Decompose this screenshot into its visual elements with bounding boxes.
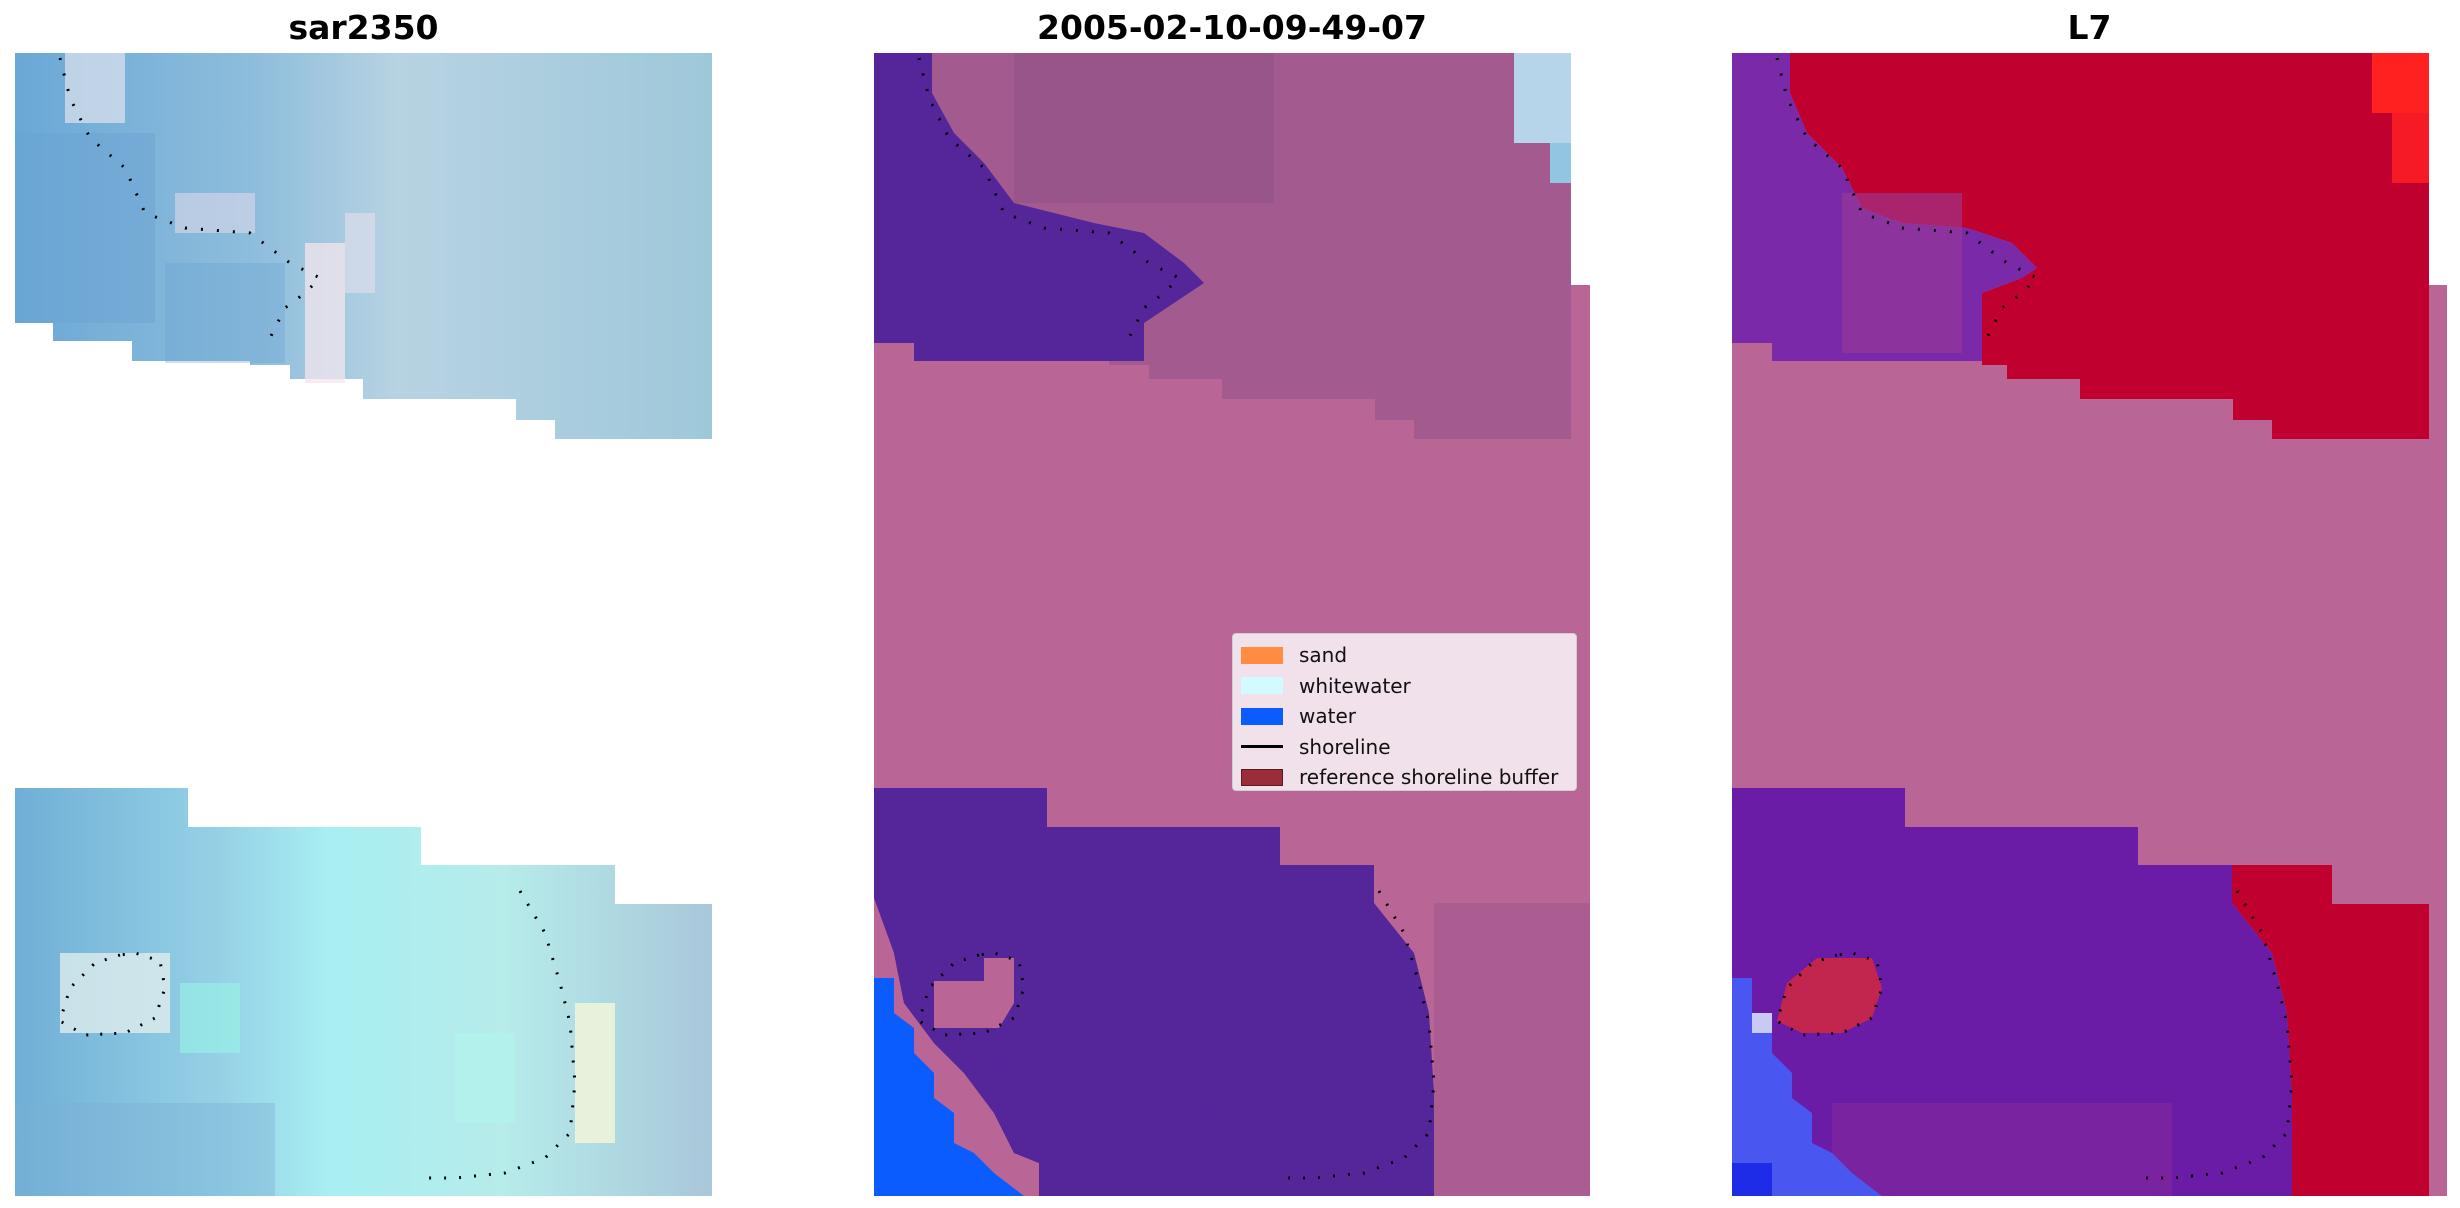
rgb-shoreline [58, 57, 323, 339]
legend-item-water: water [1241, 701, 1568, 732]
whitewater-swatch [1241, 677, 1283, 695]
rgb-bottom-region [15, 788, 712, 1196]
legend-label-water: water [1299, 704, 1356, 729]
reference-buffer-swatch [1241, 768, 1283, 786]
rgb-island-shoreline [58, 951, 167, 1037]
legend-label-reference-buffer: reference shoreline buffer [1299, 765, 1559, 790]
sand-swatch [1241, 646, 1283, 664]
panel-title-index: L7 [2067, 8, 2112, 47]
legend-item-reference-buffer: reference shoreline buffer [1241, 762, 1568, 793]
index-island-shoreline [1775, 951, 1884, 1037]
shoreline-swatch [1241, 745, 1283, 749]
rgb-image [15, 53, 712, 1196]
index-upper-red [1790, 53, 2429, 439]
classified-water-blue [874, 978, 1024, 1196]
index-image [1732, 53, 2447, 1196]
classified-image [874, 53, 1590, 1196]
water-swatch [1241, 707, 1283, 725]
legend-item-sand: sand [1241, 640, 1568, 671]
legend-label-sand: sand [1299, 643, 1348, 668]
index-lower-red [2232, 865, 2429, 1196]
legend-item-shoreline: shoreline [1241, 732, 1568, 763]
legend-label-whitewater: whitewater [1299, 673, 1411, 698]
legend: sand whitewater water shoreline referenc… [1232, 633, 1577, 791]
legend-item-whitewater: whitewater [1241, 671, 1568, 702]
classified-shoreline [917, 57, 1182, 339]
index-shoreline [1775, 57, 2040, 339]
classified-water-upper [874, 53, 1204, 361]
legend-label-shoreline: shoreline [1299, 734, 1391, 759]
panel-title-classified: 2005-02-10-09-49-07 [1037, 8, 1427, 47]
panel-title-rgb: sar2350 [288, 8, 439, 47]
index-lower-purple [1732, 788, 2292, 1196]
classified-island-shoreline [917, 951, 1026, 1037]
